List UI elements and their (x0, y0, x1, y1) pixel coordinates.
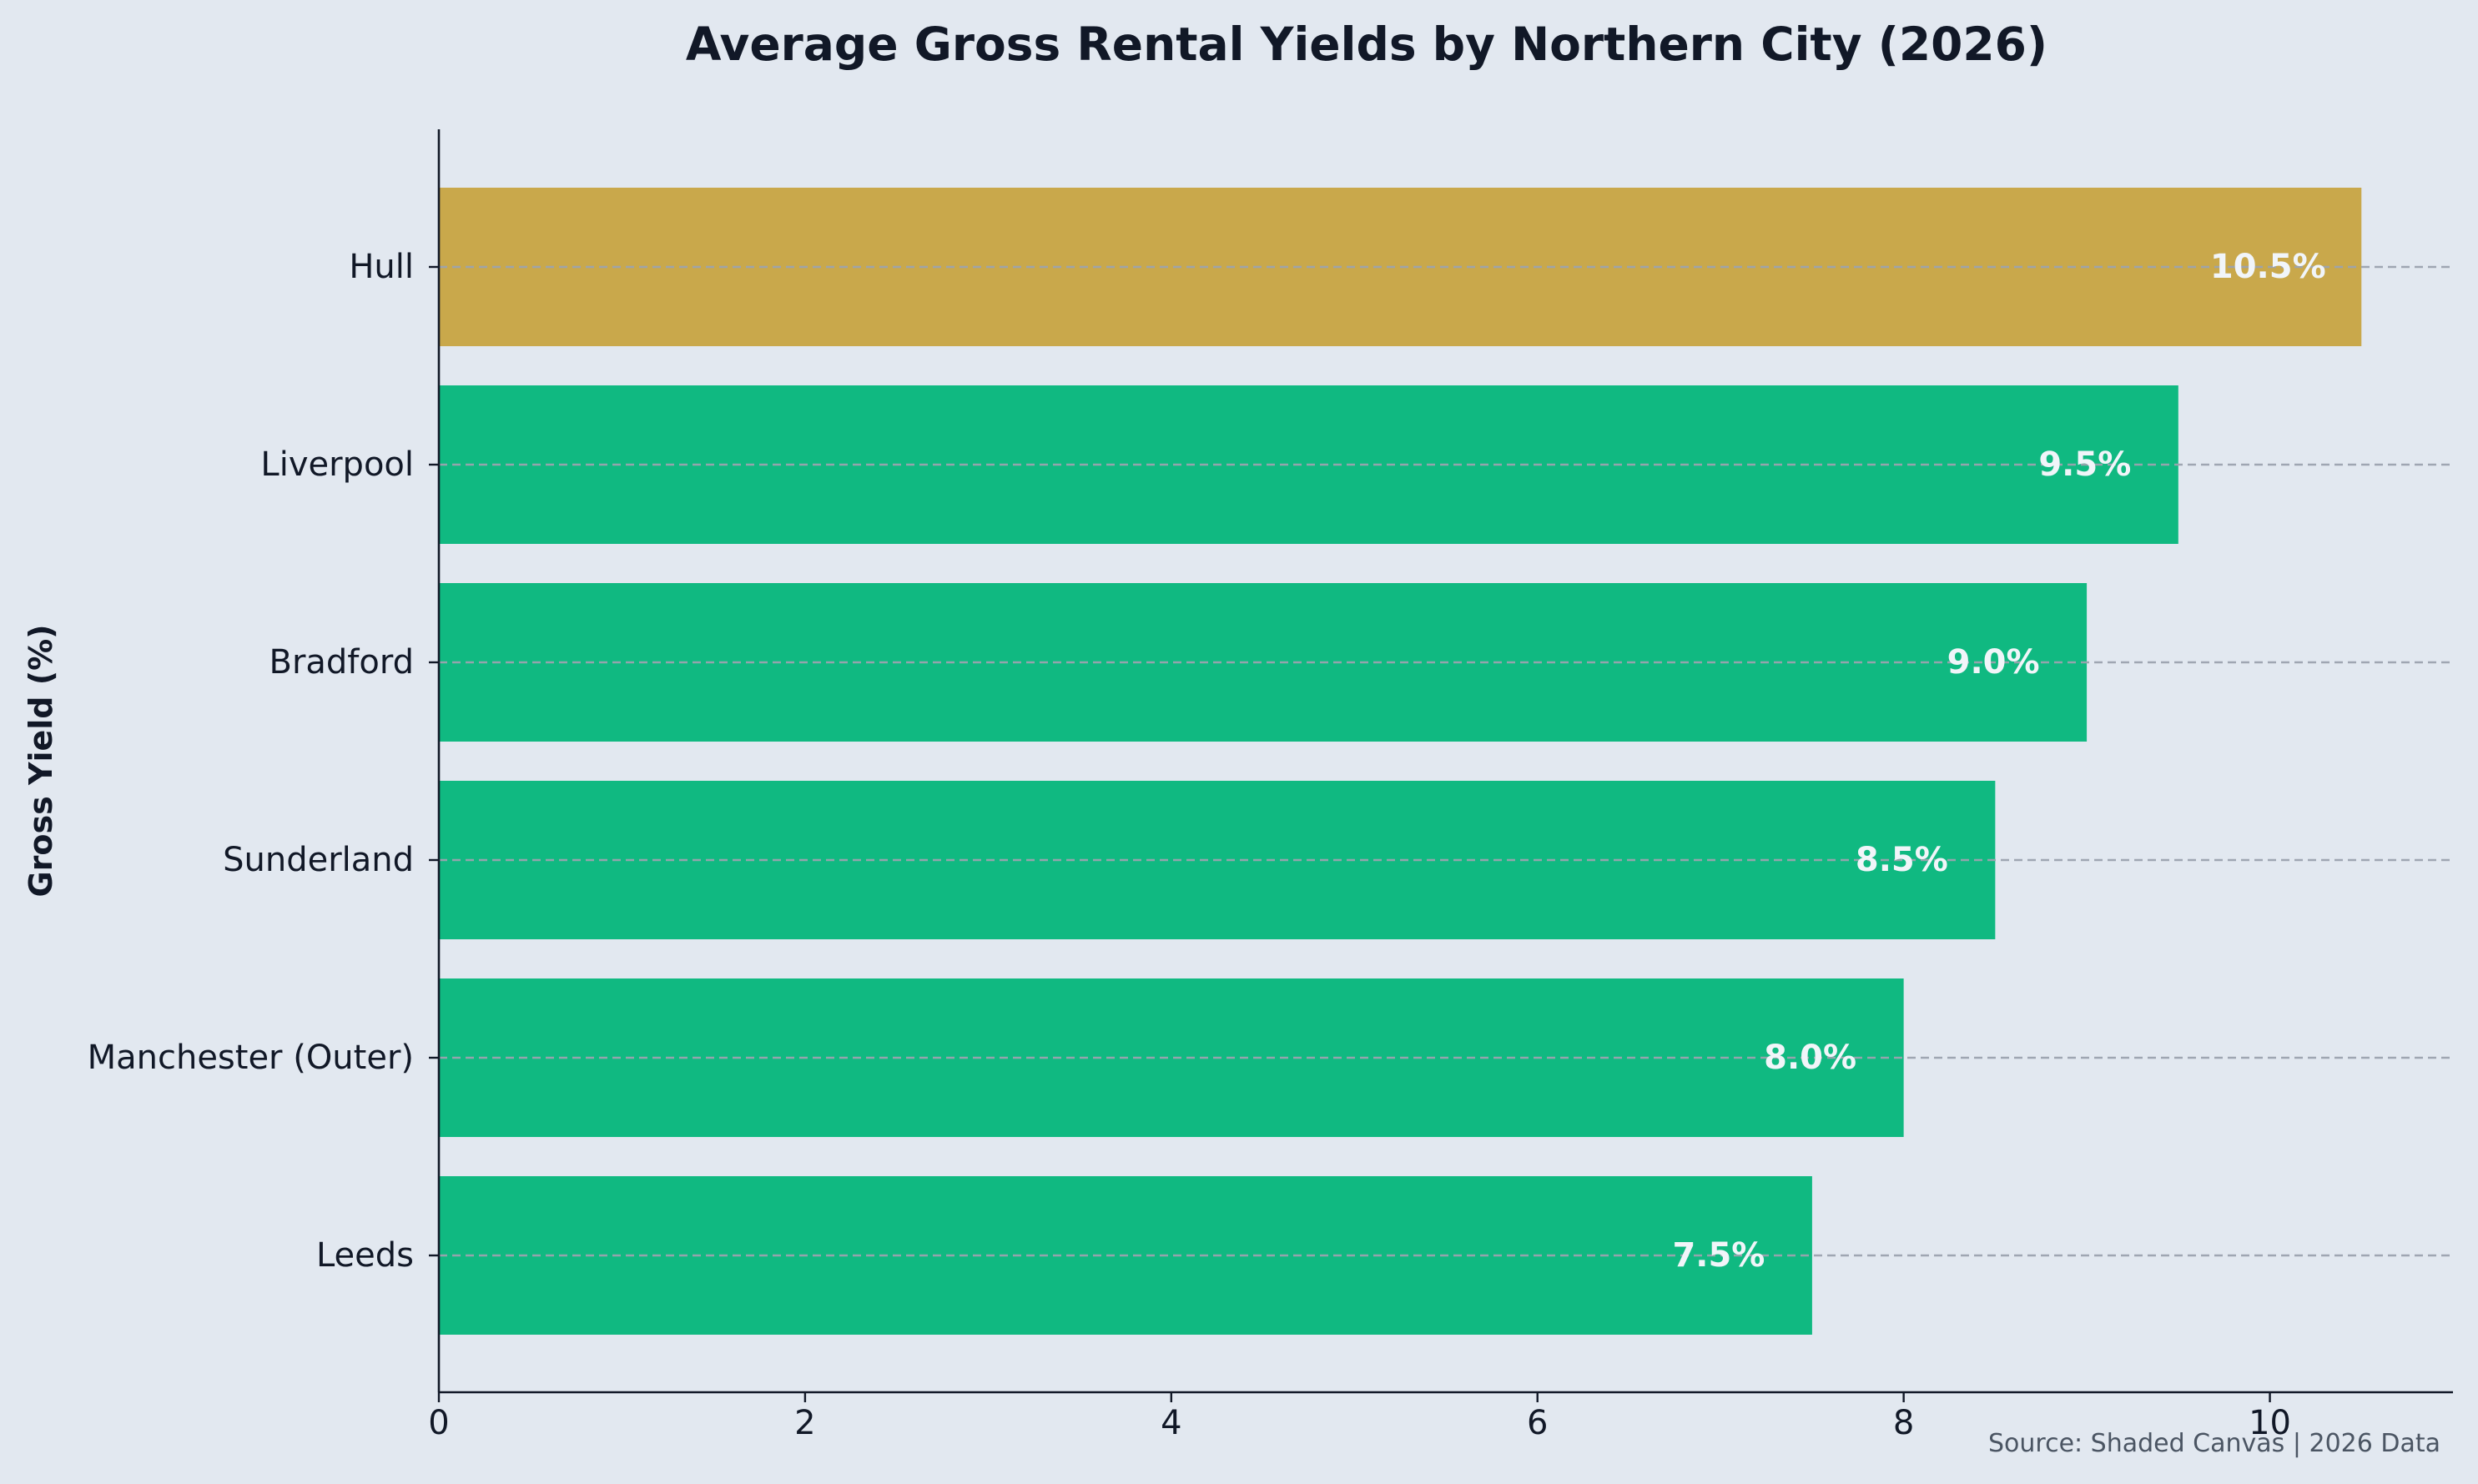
data-label: 7.5% (1672, 1236, 1765, 1275)
chart-title: Average Gross Rental Yields by Northern … (686, 18, 2047, 71)
x-tick-label: 8 (1893, 1404, 1914, 1442)
y-tick-label: Leeds (316, 1236, 414, 1275)
x-tick-label: 2 (794, 1404, 815, 1442)
x-tick-label: 0 (428, 1404, 449, 1442)
x-tick-label: 6 (1527, 1404, 1548, 1442)
y-tick-label: Liverpool (260, 445, 414, 484)
data-label: 9.5% (2038, 445, 2131, 484)
y-tick-label: Hull (349, 248, 414, 286)
data-label: 8.5% (1856, 841, 1948, 879)
x-tick-label: 10 (2249, 1404, 2291, 1442)
source-note: Source: Shaded Canvas | 2026 Data (1988, 1429, 2440, 1458)
data-label: 9.0% (1947, 643, 2040, 682)
data-label: 10.5% (2210, 248, 2326, 286)
x-tick-label: 4 (1161, 1404, 1181, 1442)
y-tick-label: Manchester (Outer) (88, 1039, 414, 1077)
y-tick-label: Bradford (269, 643, 414, 682)
y-tick-label: Sunderland (223, 841, 414, 879)
data-label: 8.0% (1764, 1039, 1856, 1077)
y-axis-label: Gross Yield (%) (23, 624, 59, 897)
